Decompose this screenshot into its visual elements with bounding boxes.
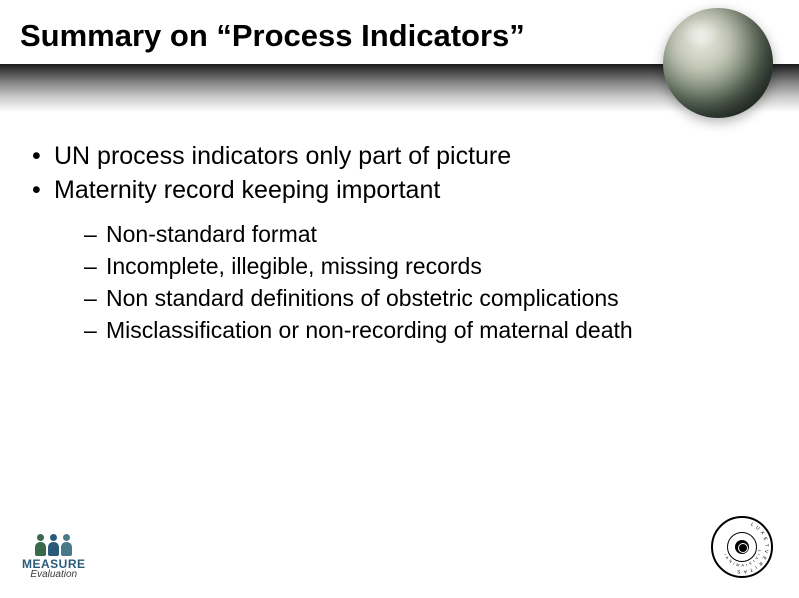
sub-bullet-item: Misclassification or non-recording of ma… bbox=[84, 314, 769, 346]
evaluation-label: Evaluation bbox=[22, 569, 86, 580]
people-icon bbox=[22, 534, 86, 556]
main-bullet-list: UN process indicators only part of pictu… bbox=[30, 140, 769, 346]
globe-icon bbox=[663, 8, 783, 128]
bullet-item: UN process indicators only part of pictu… bbox=[30, 140, 769, 174]
bullet-text: Maternity record keeping important bbox=[54, 176, 440, 204]
footer: MEASURE Evaluation L U X E T V E R I T A… bbox=[0, 514, 799, 584]
sub-bullet-item: Non standard definitions of obstetric co… bbox=[84, 282, 769, 314]
measure-evaluation-logo: MEASURE Evaluation bbox=[22, 534, 86, 580]
content-area: UN process indicators only part of pictu… bbox=[0, 112, 799, 346]
university-seal-icon: L U X E T V E R I T A S • A N I M A • V … bbox=[711, 516, 773, 578]
sub-bullet-item: Incomplete, illegible, missing records bbox=[84, 250, 769, 282]
bullet-item: Maternity record keeping important Non-s… bbox=[30, 174, 769, 347]
sub-bullet-list: Non-standard format Incomplete, illegibl… bbox=[84, 218, 769, 347]
sub-bullet-item: Non-standard format bbox=[84, 218, 769, 250]
